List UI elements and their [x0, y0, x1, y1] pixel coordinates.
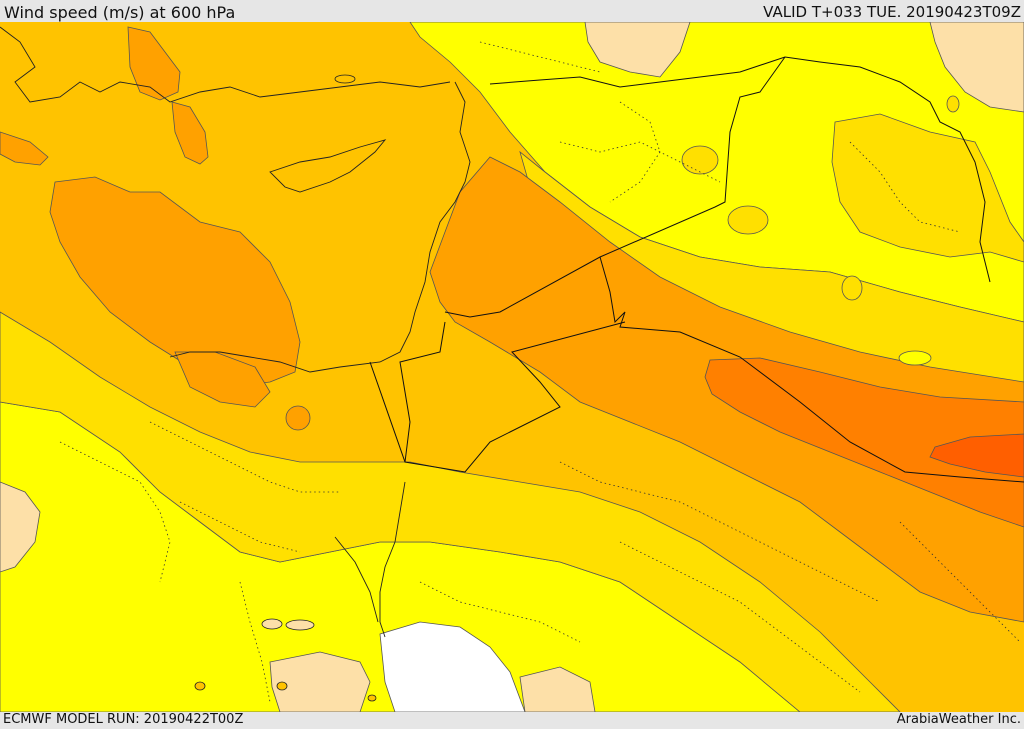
field-peach-north [584, 22, 691, 78]
field-orange-nile [174, 351, 271, 408]
map-footer: ECMWF MODEL RUN: 20190422T00Z ArabiaWeat… [0, 712, 1024, 729]
admin-borders [59, 41, 1021, 703]
field-blob-syria-2 [727, 205, 769, 235]
map-canvas [0, 22, 1024, 712]
credit-label: ArabiaWeather Inc. [896, 712, 1021, 727]
islands [194, 74, 377, 702]
field-peach-south [269, 651, 371, 712]
political-borders [369, 56, 1024, 483]
field-darkorange-core [704, 357, 1024, 528]
field-orange-mediterranean [49, 176, 301, 388]
field-orange-small [0, 131, 49, 166]
coastlines [0, 26, 471, 638]
field-blob-syria-1 [681, 145, 719, 175]
field-orange-sinai [285, 405, 311, 431]
field-orange-aegean [127, 26, 181, 101]
wind-speed-map[interactable] [0, 22, 1024, 712]
map-title: Wind speed (m/s) at 600 hPa [4, 3, 236, 22]
field-redorange-max [929, 433, 1024, 478]
field-peach-northeast [929, 22, 1024, 113]
valid-time-label: VALID T+033 TUE. 20190423T09Z [763, 3, 1021, 21]
lakes [841, 95, 960, 366]
map-header: Wind speed (m/s) at 600 hPa VALID T+033 … [0, 0, 1024, 22]
field-lightgold-iraq [831, 113, 1024, 263]
field-white-redsea [379, 621, 526, 712]
field-lightgold-southwest [0, 311, 901, 712]
model-run-label: ECMWF MODEL RUN: 20190422T00Z [3, 712, 244, 727]
field-peach-southeast [519, 666, 596, 712]
field-orange-crete [171, 101, 209, 165]
field-peach-west [0, 481, 41, 573]
